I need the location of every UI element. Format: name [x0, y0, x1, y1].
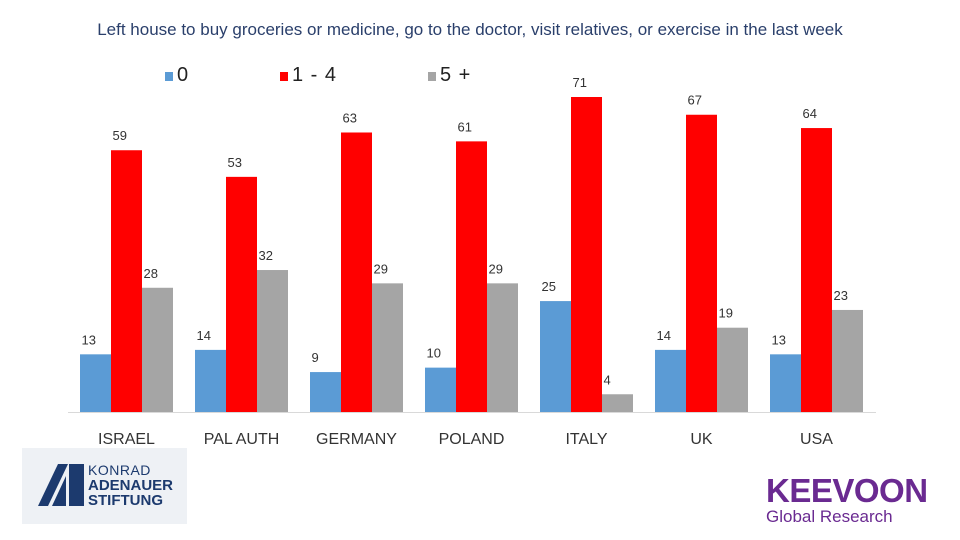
- data-label: 61: [458, 119, 472, 134]
- data-label: 14: [657, 328, 671, 343]
- kas-logo-line3: STIFTUNG: [88, 492, 163, 509]
- x-tick-label: PAL AUTH: [204, 431, 280, 448]
- bar-pal-auth-series-2: [257, 270, 288, 412]
- bar-israel-series-2: [142, 287, 173, 412]
- bar-chart: 13 59 28 ISRAEL 14 53 32 PAL AUTH 9 63 29 GERMANY 10…: [68, 75, 876, 448]
- x-tick-label: ITALY: [565, 431, 607, 448]
- legend-swatch: [428, 72, 436, 81]
- x-tick-label: POLAND: [439, 431, 505, 448]
- bar-uk-series-0: [655, 349, 686, 412]
- bar-usa-series-1: [801, 128, 832, 412]
- legend-label: 5 +: [440, 64, 472, 86]
- kas-logo-mark-icon: [38, 464, 84, 506]
- bar-poland-series-1: [456, 141, 487, 412]
- bar-italy-series-1: [571, 97, 602, 412]
- data-label: 25: [542, 279, 556, 294]
- legend-swatch: [165, 72, 173, 81]
- data-label: 29: [374, 261, 388, 276]
- legend-label: 1 - 4: [292, 64, 338, 86]
- data-label: 13: [772, 332, 786, 347]
- bar-italy-series-2: [602, 394, 633, 412]
- data-label: 63: [343, 110, 357, 125]
- bar-israel-series-0: [80, 354, 111, 412]
- keevoon-logo-name: KEEVOON: [766, 472, 928, 509]
- keevoon-logo: KEEVOON Global Research: [766, 474, 936, 526]
- kas-logo-line1: KONRAD: [88, 462, 151, 478]
- bar-italy-series-0: [540, 301, 571, 412]
- legend-swatch: [280, 72, 288, 81]
- data-label: 67: [688, 93, 702, 108]
- keevoon-logo-subtitle: Global Research: [766, 507, 893, 526]
- data-label: 28: [144, 266, 158, 281]
- bar-uk-series-1: [686, 114, 717, 413]
- x-tick-label: USA: [800, 431, 833, 448]
- data-label: 32: [259, 248, 273, 263]
- data-label: 19: [719, 306, 733, 321]
- data-label: 29: [489, 261, 503, 276]
- konrad-adenauer-stiftung-logo: KONRAD ADENAUER STIFTUNG: [22, 448, 187, 524]
- bar-pal-auth-series-0: [195, 349, 226, 412]
- data-label: 14: [197, 328, 211, 343]
- x-tick-label: UK: [690, 431, 713, 448]
- bar-germany-series-0: [310, 372, 341, 412]
- bar-uk-series-2: [717, 327, 748, 412]
- bar-usa-series-0: [770, 354, 801, 412]
- kas-logo-line2: ADENAUER: [88, 477, 174, 494]
- data-label: 59: [113, 128, 127, 143]
- x-tick-label: ISRAEL: [98, 431, 155, 448]
- bar-poland-series-2: [487, 283, 518, 412]
- chart-title: Left house to buy groceries or medicine,…: [97, 20, 843, 39]
- bar-poland-series-0: [425, 367, 456, 412]
- legend-label: 0: [177, 64, 190, 86]
- bar-israel-series-1: [111, 150, 142, 412]
- data-label: 9: [312, 350, 319, 365]
- bar-pal-auth-series-1: [226, 176, 257, 412]
- data-label: 23: [834, 288, 848, 303]
- data-label: 10: [427, 346, 441, 361]
- bar-germany-series-1: [341, 132, 372, 412]
- bar-usa-series-2: [832, 309, 863, 412]
- kas-logo-text: KONRAD ADENAUER STIFTUNG: [88, 462, 174, 509]
- data-label: 71: [573, 75, 587, 90]
- x-tick-label: GERMANY: [316, 431, 397, 448]
- bar-germany-series-2: [372, 283, 403, 412]
- data-label: 4: [604, 372, 611, 387]
- data-label: 64: [803, 106, 817, 121]
- data-label: 53: [228, 155, 242, 170]
- data-label: 13: [82, 332, 96, 347]
